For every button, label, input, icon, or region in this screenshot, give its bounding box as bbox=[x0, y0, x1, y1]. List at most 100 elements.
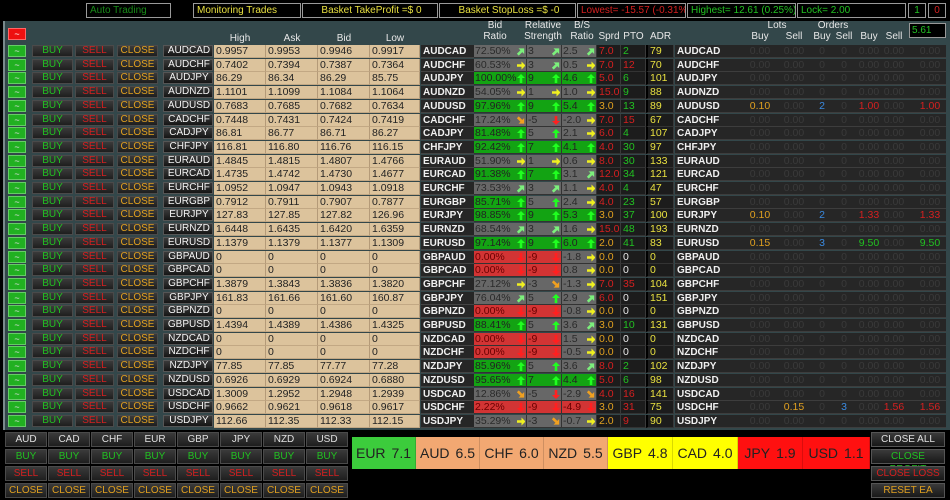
close-button[interactable]: CLOSE bbox=[117, 236, 158, 249]
row-toggle-button[interactable]: ~ bbox=[8, 223, 26, 236]
sell-button[interactable]: SELL bbox=[75, 140, 114, 153]
row-toggle-button[interactable]: ~ bbox=[8, 58, 26, 71]
reset-ea-button[interactable]: RESET EA bbox=[871, 483, 945, 498]
currency-jpy-label[interactable]: JPY bbox=[220, 432, 262, 447]
symbol-chart-button[interactable]: EURCAD bbox=[163, 168, 213, 181]
sell-button[interactable]: SELL bbox=[75, 401, 114, 414]
currency-nzd-label[interactable]: NZD bbox=[263, 432, 305, 447]
currency-close-button[interactable]: CLOSE bbox=[48, 483, 90, 498]
close-profit-button[interactable]: CLOSE PROFIT bbox=[871, 449, 945, 475]
buy-button[interactable]: BUY bbox=[32, 264, 73, 277]
symbol-chart-button[interactable]: USDJPY bbox=[163, 414, 213, 427]
currency-buy-button[interactable]: BUY bbox=[263, 449, 305, 464]
sell-button[interactable]: SELL bbox=[75, 86, 114, 99]
symbol-chart-button[interactable]: NZDJPY bbox=[163, 360, 213, 373]
buy-button[interactable]: BUY bbox=[32, 332, 73, 345]
close-button[interactable]: CLOSE bbox=[117, 99, 158, 112]
row-toggle-button[interactable]: ~ bbox=[8, 291, 26, 304]
row-toggle-button[interactable]: ~ bbox=[8, 154, 26, 167]
sell-button[interactable]: SELL bbox=[75, 332, 114, 345]
sell-button[interactable]: SELL bbox=[75, 346, 114, 359]
currency-chf-label[interactable]: CHF bbox=[91, 432, 133, 447]
close-button[interactable]: CLOSE bbox=[117, 264, 158, 277]
sell-button[interactable]: SELL bbox=[75, 127, 114, 140]
buy-button[interactable]: BUY bbox=[32, 99, 73, 112]
row-toggle-button[interactable]: ~ bbox=[8, 346, 26, 359]
symbol-chart-button[interactable]: CHFJPY bbox=[163, 140, 213, 153]
sell-button[interactable]: SELL bbox=[75, 99, 114, 112]
buy-button[interactable]: BUY bbox=[32, 414, 73, 427]
close-loss-button[interactable]: CLOSE LOSS bbox=[871, 466, 945, 481]
row-toggle-button[interactable]: ~ bbox=[8, 195, 26, 208]
row-toggle-button[interactable]: ~ bbox=[8, 373, 26, 386]
buy-button[interactable]: BUY bbox=[32, 360, 73, 373]
symbol-chart-button[interactable]: NZDCAD bbox=[163, 332, 213, 345]
close-button[interactable]: CLOSE bbox=[117, 140, 158, 153]
symbol-chart-button[interactable]: USDCAD bbox=[163, 387, 213, 400]
close-button[interactable]: CLOSE bbox=[117, 401, 158, 414]
buy-button[interactable]: BUY bbox=[32, 168, 73, 181]
currency-buy-button[interactable]: BUY bbox=[48, 449, 90, 464]
buy-button[interactable]: BUY bbox=[32, 305, 73, 318]
symbol-chart-button[interactable]: EURGBP bbox=[163, 195, 213, 208]
symbol-chart-button[interactable]: GBPCAD bbox=[163, 264, 213, 277]
close-button[interactable]: CLOSE bbox=[117, 277, 158, 290]
buy-button[interactable]: BUY bbox=[32, 346, 73, 359]
currency-close-button[interactable]: CLOSE bbox=[5, 483, 47, 498]
sell-button[interactable]: SELL bbox=[75, 291, 114, 304]
buy-button[interactable]: BUY bbox=[32, 319, 73, 331]
row-toggle-button[interactable]: ~ bbox=[8, 99, 26, 112]
row-toggle-button[interactable]: ~ bbox=[8, 168, 26, 181]
row-toggle-button[interactable]: ~ bbox=[8, 401, 26, 414]
close-button[interactable]: CLOSE bbox=[117, 319, 158, 331]
sell-button[interactable]: SELL bbox=[75, 373, 114, 386]
sell-button[interactable]: SELL bbox=[75, 168, 114, 181]
currency-cad-label[interactable]: CAD bbox=[48, 432, 90, 447]
buy-button[interactable]: BUY bbox=[32, 72, 73, 85]
currency-close-button[interactable]: CLOSE bbox=[306, 483, 348, 498]
symbol-chart-button[interactable]: AUDNZD bbox=[163, 86, 213, 99]
row-toggle-button[interactable]: ~ bbox=[8, 387, 26, 400]
buy-button[interactable]: BUY bbox=[32, 58, 73, 71]
symbol-chart-button[interactable]: GBPJPY bbox=[163, 291, 213, 304]
buy-button[interactable]: BUY bbox=[32, 127, 73, 140]
close-button[interactable]: CLOSE bbox=[117, 113, 158, 126]
row-toggle-button[interactable]: ~ bbox=[8, 360, 26, 373]
buy-button[interactable]: BUY bbox=[32, 277, 73, 290]
row-toggle-button[interactable]: ~ bbox=[8, 86, 26, 99]
symbol-chart-button[interactable]: EURUSD bbox=[163, 236, 213, 249]
currency-sell-button[interactable]: SELL bbox=[134, 466, 176, 481]
sell-button[interactable]: SELL bbox=[75, 223, 114, 236]
sell-button[interactable]: SELL bbox=[75, 277, 114, 290]
close-button[interactable]: CLOSE bbox=[117, 346, 158, 359]
symbol-chart-button[interactable]: EURNZD bbox=[163, 223, 213, 236]
close-button[interactable]: CLOSE bbox=[117, 45, 158, 57]
close-button[interactable]: CLOSE bbox=[117, 72, 158, 85]
currency-sell-button[interactable]: SELL bbox=[177, 466, 219, 481]
currency-sell-button[interactable]: SELL bbox=[91, 466, 133, 481]
buy-button[interactable]: BUY bbox=[32, 86, 73, 99]
currency-aud-label[interactable]: AUD bbox=[5, 432, 47, 447]
buy-button[interactable]: BUY bbox=[32, 140, 73, 153]
sell-button[interactable]: SELL bbox=[75, 305, 114, 318]
currency-sell-button[interactable]: SELL bbox=[48, 466, 90, 481]
currency-buy-button[interactable]: BUY bbox=[220, 449, 262, 464]
close-button[interactable]: CLOSE bbox=[117, 127, 158, 140]
currency-close-button[interactable]: CLOSE bbox=[220, 483, 262, 498]
close-button[interactable]: CLOSE bbox=[117, 360, 158, 373]
row-toggle-button[interactable]: ~ bbox=[8, 264, 26, 277]
symbol-chart-button[interactable]: GBPUSD bbox=[163, 319, 213, 331]
currency-buy-button[interactable]: BUY bbox=[306, 449, 348, 464]
symbol-chart-button[interactable]: AUDUSD bbox=[163, 99, 213, 112]
symbol-chart-button[interactable]: NZDUSD bbox=[163, 373, 213, 386]
currency-gbp-label[interactable]: GBP bbox=[177, 432, 219, 447]
currency-sell-button[interactable]: SELL bbox=[263, 466, 305, 481]
close-button[interactable]: CLOSE bbox=[117, 291, 158, 304]
sell-button[interactable]: SELL bbox=[75, 236, 114, 249]
auto-trading-status[interactable]: Auto Trading bbox=[86, 3, 171, 18]
close-button[interactable]: CLOSE bbox=[117, 182, 158, 194]
symbol-chart-button[interactable]: USDCHF bbox=[163, 401, 213, 414]
sell-button[interactable]: SELL bbox=[75, 264, 114, 277]
buy-button[interactable]: BUY bbox=[32, 236, 73, 249]
symbol-chart-button[interactable]: AUDCAD bbox=[163, 45, 213, 57]
